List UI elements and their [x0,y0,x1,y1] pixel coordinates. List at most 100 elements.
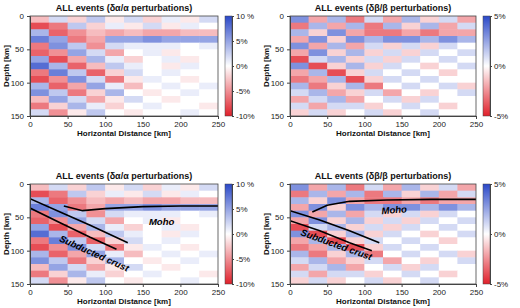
tick-mark [218,116,219,119]
tick-mark [143,116,144,119]
tick: 0 [280,180,290,189]
heatmap-cell [327,56,346,63]
heatmap-cell [402,277,421,284]
heatmap-cell [68,103,87,110]
heatmap-cell [124,109,143,116]
colorbar [483,16,490,116]
heatmap-cell [180,271,199,278]
heatmap-cell [162,264,181,271]
heatmap-cell [199,211,218,218]
heatmap-cell [199,36,218,43]
heatmap-cell [124,23,143,30]
heatmap-cell [49,109,68,116]
colorbar-axis: 5%0%-5% [490,12,508,121]
tick-mark [476,284,477,287]
heatmap-cell [199,103,218,110]
tick-mark [27,251,30,252]
heatmap-cell [327,83,346,90]
heatmap-cell [30,103,49,110]
heatmap-cell [457,231,476,238]
x-axis: 050100150200250 [28,284,225,297]
axis-line [491,185,493,285]
heatmap-cell [162,23,181,30]
heatmap-cell [383,271,402,278]
heatmap-cell [30,16,49,23]
heatmap-cell [180,251,199,258]
heatmap-cell [199,83,218,90]
tick: 0% [232,62,248,71]
heatmap-cell [457,56,476,63]
heatmap-cell [124,63,143,70]
heatmap-cell [124,49,143,56]
heatmap-cell [162,237,181,244]
heatmap-cell [346,63,365,70]
tick: 10 % [232,180,254,189]
tick: 150 [11,112,30,121]
heatmap-cell [439,191,458,198]
heatmap-cell [402,251,421,258]
heatmap-cell [49,191,68,198]
heatmap-cell [105,43,124,50]
heatmap-cell [309,69,328,76]
heatmap-cell [162,83,181,90]
heatmap-cell [180,191,199,198]
heatmap-cell [309,191,328,198]
tick: -5% [490,112,508,121]
heatmap-cell [290,83,309,90]
heatmap-cell [290,197,309,204]
tick-label: 250 [470,120,484,129]
heatmap-cell [86,211,105,218]
heatmap-cell [68,29,87,36]
tick-mark [490,284,492,285]
panel: 050100150200250050100150ALL events (δβ/β… [262,3,508,138]
heatmap-cell [199,184,218,191]
y-axis: 050100150 [11,12,31,121]
tick-label: -5% [494,280,508,289]
heatmap-cell [105,211,124,218]
heatmap-cell [86,264,105,271]
tick-label: 150 [395,120,409,129]
heatmap-cell [162,197,181,204]
heatmap-cell [162,56,181,63]
tick-mark [27,16,30,17]
heatmap-cell [49,69,68,76]
heatmap-cell [180,211,199,218]
tick-label: -5% [236,255,250,264]
tick: 50 [64,284,73,297]
tick: 0 [20,12,30,21]
tick-mark [287,284,290,285]
heatmap-cell [199,43,218,50]
tick-mark [180,116,181,119]
heatmap-cell [346,191,365,198]
colorbar [225,16,232,116]
heatmap-cell [199,96,218,103]
chart-title: ALL events (δβ/β perturbations) [315,3,451,13]
tick-label: 0% [236,230,248,239]
heatmap-cell [420,204,439,211]
heatmap-cell [105,56,124,63]
heatmap-cell [199,49,218,56]
heatmap-cell [439,96,458,103]
heatmap-cell [402,191,421,198]
heatmap-cell [439,244,458,251]
heatmap-cell [68,16,87,23]
chart-title: ALL events (δα/α perturbations) [56,171,192,181]
heatmap-cell [364,76,383,83]
heatmap-cell [364,69,383,76]
heatmap-cell [105,184,124,191]
heatmap-cell [402,69,421,76]
heatmap-cell [383,217,402,224]
tick-mark [402,284,403,287]
heatmap-cell [199,56,218,63]
tick-label: 0 [20,180,25,189]
heatmap-cell [420,271,439,278]
boundary-line [64,206,218,211]
heatmap-cell [327,264,346,271]
tick-label: 50 [15,213,24,222]
heatmap-cell [346,109,365,116]
heatmap-cell [439,204,458,211]
heatmap-cell [30,23,49,30]
tick-mark [232,66,234,67]
heatmap-cell [49,277,68,284]
tick: 5% [490,12,506,21]
